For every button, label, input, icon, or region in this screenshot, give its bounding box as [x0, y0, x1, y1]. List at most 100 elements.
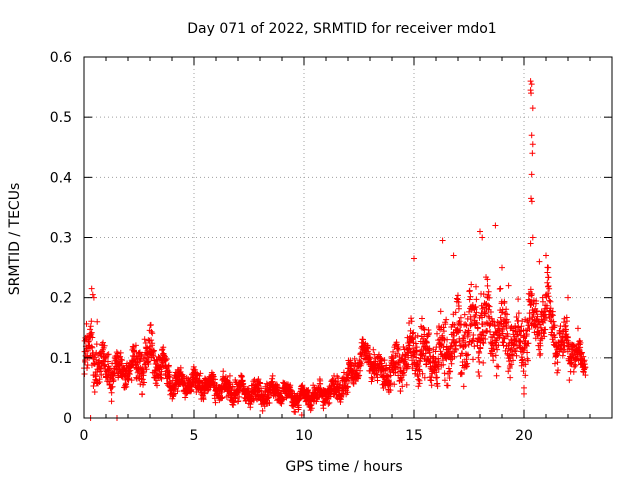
data-point	[540, 330, 547, 337]
data-point	[487, 321, 494, 328]
data-point	[524, 349, 531, 356]
data-point	[526, 315, 533, 322]
data-point	[545, 264, 552, 271]
data-point	[578, 350, 585, 357]
data-point	[374, 377, 381, 384]
data-point	[458, 369, 465, 376]
data-point	[384, 373, 391, 380]
data-point	[437, 308, 444, 315]
data-point	[473, 309, 480, 316]
data-point	[582, 372, 589, 379]
data-point	[551, 334, 558, 341]
data-point	[413, 354, 420, 361]
data-point	[505, 282, 512, 289]
data-point	[391, 381, 398, 388]
data-point	[125, 376, 132, 383]
data-point	[526, 310, 533, 317]
data-point	[140, 369, 147, 376]
data-point	[489, 318, 496, 325]
data-point	[390, 348, 397, 355]
data-point	[499, 309, 506, 316]
data-point	[518, 323, 525, 330]
data-point	[483, 319, 490, 326]
data-point	[397, 365, 404, 372]
data-point	[446, 375, 453, 382]
data-point	[528, 171, 535, 178]
data-point	[455, 302, 462, 309]
y-axis-label: SRMTID / TECUs	[7, 183, 23, 296]
data-point	[369, 375, 376, 382]
data-point	[408, 335, 415, 342]
data-point	[557, 323, 564, 330]
data-point	[543, 252, 549, 259]
data-point	[158, 368, 165, 375]
data-point	[147, 321, 154, 328]
data-point	[222, 374, 229, 381]
data-point	[457, 314, 464, 321]
data-point	[541, 308, 548, 315]
data-point	[550, 318, 557, 325]
data-point	[515, 310, 522, 317]
data-point	[451, 332, 458, 339]
data-point	[414, 332, 421, 339]
data-point	[464, 351, 471, 358]
data-point	[519, 318, 526, 325]
data-point	[408, 318, 415, 325]
data-point	[476, 349, 483, 356]
data-point	[400, 369, 407, 376]
data-point	[90, 360, 97, 367]
data-point	[88, 343, 95, 350]
data-point	[440, 344, 447, 351]
data-point	[197, 370, 204, 377]
data-point	[104, 358, 111, 365]
data-point	[143, 366, 150, 373]
y-tick-label: 0.2	[50, 291, 72, 307]
data-point	[536, 258, 543, 265]
data-point	[496, 331, 503, 338]
data-point	[412, 340, 419, 347]
data-point	[108, 389, 115, 396]
data-point	[544, 269, 551, 276]
data-point	[475, 354, 482, 361]
data-point	[150, 347, 157, 354]
data-point	[482, 310, 489, 317]
data-point	[473, 283, 480, 290]
data-point	[439, 332, 446, 339]
data-point	[265, 393, 272, 400]
data-point	[192, 366, 199, 373]
data-point	[387, 372, 394, 379]
data-point	[485, 291, 492, 298]
data-point	[250, 397, 257, 404]
data-point	[351, 355, 358, 362]
data-point	[412, 347, 419, 354]
data-point	[344, 383, 351, 390]
data-point	[258, 385, 265, 392]
data-point	[423, 339, 430, 346]
x-tick-label: 10	[295, 428, 313, 444]
data-point	[440, 328, 447, 335]
data-point	[523, 331, 530, 338]
data-point	[295, 402, 302, 409]
data-point	[154, 382, 161, 389]
data-point	[418, 323, 425, 330]
data-point	[426, 330, 433, 337]
data-point	[493, 363, 500, 370]
data-point	[484, 282, 491, 289]
data-point	[454, 292, 461, 299]
data-point	[497, 314, 504, 321]
data-point	[408, 336, 415, 343]
data-point	[386, 378, 393, 385]
data-point	[225, 379, 232, 386]
x-axis-label: GPS time / hours	[285, 459, 402, 475]
data-point	[433, 374, 440, 381]
data-point	[537, 350, 544, 357]
data-point	[418, 315, 425, 322]
data-point	[457, 342, 464, 349]
data-point	[468, 281, 475, 288]
data-point	[495, 342, 502, 349]
data-point	[141, 379, 148, 386]
data-point	[443, 316, 450, 323]
data-point	[403, 381, 410, 388]
data-point	[89, 291, 96, 298]
data-point	[536, 346, 543, 353]
